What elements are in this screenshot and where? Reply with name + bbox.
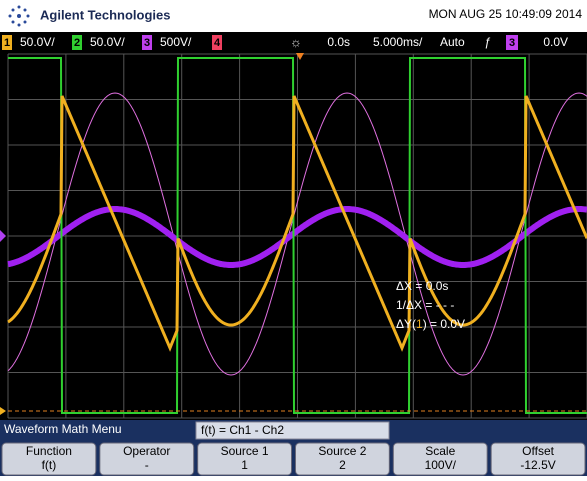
softkey-label: Function: [26, 444, 72, 458]
softkey-value: 2: [339, 458, 346, 472]
cursor-delta-y-suffix: ) = 0.0V: [423, 317, 465, 331]
ch4-trace: [7, 92, 587, 376]
channel-number-box: [72, 35, 82, 50]
cursor-delta-x: ΔX = 0.0s: [396, 279, 448, 293]
ch3-trace: [7, 206, 587, 268]
softkey-label: Operator: [123, 444, 170, 458]
softkey[interactable]: [490, 442, 586, 476]
channel-number-box: [2, 35, 12, 50]
datetime: MON AUG 25 10:49:09 2014: [429, 7, 583, 21]
trigger-source: 3: [509, 37, 515, 49]
softkey-label: Source 2: [318, 444, 366, 458]
channel-scale: 50.0V/: [90, 35, 125, 49]
softkey-value: -: [145, 458, 149, 472]
cursor-delta-y: ΔY(1) = 0.0V: [396, 317, 465, 331]
cursor-delta-y-prefix: ΔY(: [396, 317, 416, 331]
acquire-icon: ☼: [290, 34, 302, 49]
softkey-value: -12.5V: [520, 458, 555, 472]
ch1-trace: [7, 95, 587, 352]
cursor-delta-y-channel: 1: [416, 317, 423, 331]
graticule: [7, 53, 587, 419]
channel-number: 1: [4, 37, 10, 49]
channel-number-box: [142, 35, 152, 50]
softkey-label: Source 1: [221, 444, 269, 458]
logo: [8, 5, 30, 27]
menu-title: Waveform Math Menu: [4, 422, 122, 436]
trigger-source-box: [506, 35, 518, 50]
softkey[interactable]: [197, 442, 293, 476]
softkey-value: 100V/: [425, 458, 457, 472]
ch3-ground-marker: [0, 230, 6, 242]
brand: Agilent Technologies: [40, 7, 171, 22]
channel-number-box: [212, 35, 222, 50]
trigger-slope-icon: ƒ: [484, 35, 491, 49]
header-bar: [0, 0, 587, 32]
trigger-level: 0.0V: [543, 35, 568, 49]
softkey-label: Offset: [522, 444, 554, 458]
ch2-trace: [8, 57, 587, 414]
trigger-mode: Auto: [440, 35, 465, 49]
channel-bar: 1 50.0V/2 50.0V/3 500V/4: [2, 35, 222, 50]
trigger-position-marker: [296, 53, 304, 60]
channel-scale: 50.0V/: [20, 35, 55, 49]
math-expression: f(t) = Ch1 - Ch2: [201, 423, 284, 437]
ch1-ground-marker: [0, 407, 6, 415]
timebase: 5.000ms/: [373, 35, 423, 49]
channel-scale: 500V/: [160, 35, 192, 49]
softkey[interactable]: [392, 442, 488, 476]
channel-number: 3: [144, 37, 150, 49]
softkey[interactable]: [1, 442, 97, 476]
delay: 0.0s: [327, 35, 350, 49]
cursor-inverse-delta-x: 1/ΔX = - - -: [396, 298, 454, 312]
softkey[interactable]: [295, 442, 390, 476]
channel-number: 4: [214, 37, 221, 49]
channel-number: 2: [74, 37, 80, 49]
softkey-label: Scale: [425, 444, 455, 458]
softkey-value: f(t): [42, 458, 57, 472]
softkey[interactable]: [99, 442, 195, 476]
waveforms: [7, 57, 587, 414]
softkey-value: 1: [241, 458, 248, 472]
expression-box: [195, 421, 390, 440]
